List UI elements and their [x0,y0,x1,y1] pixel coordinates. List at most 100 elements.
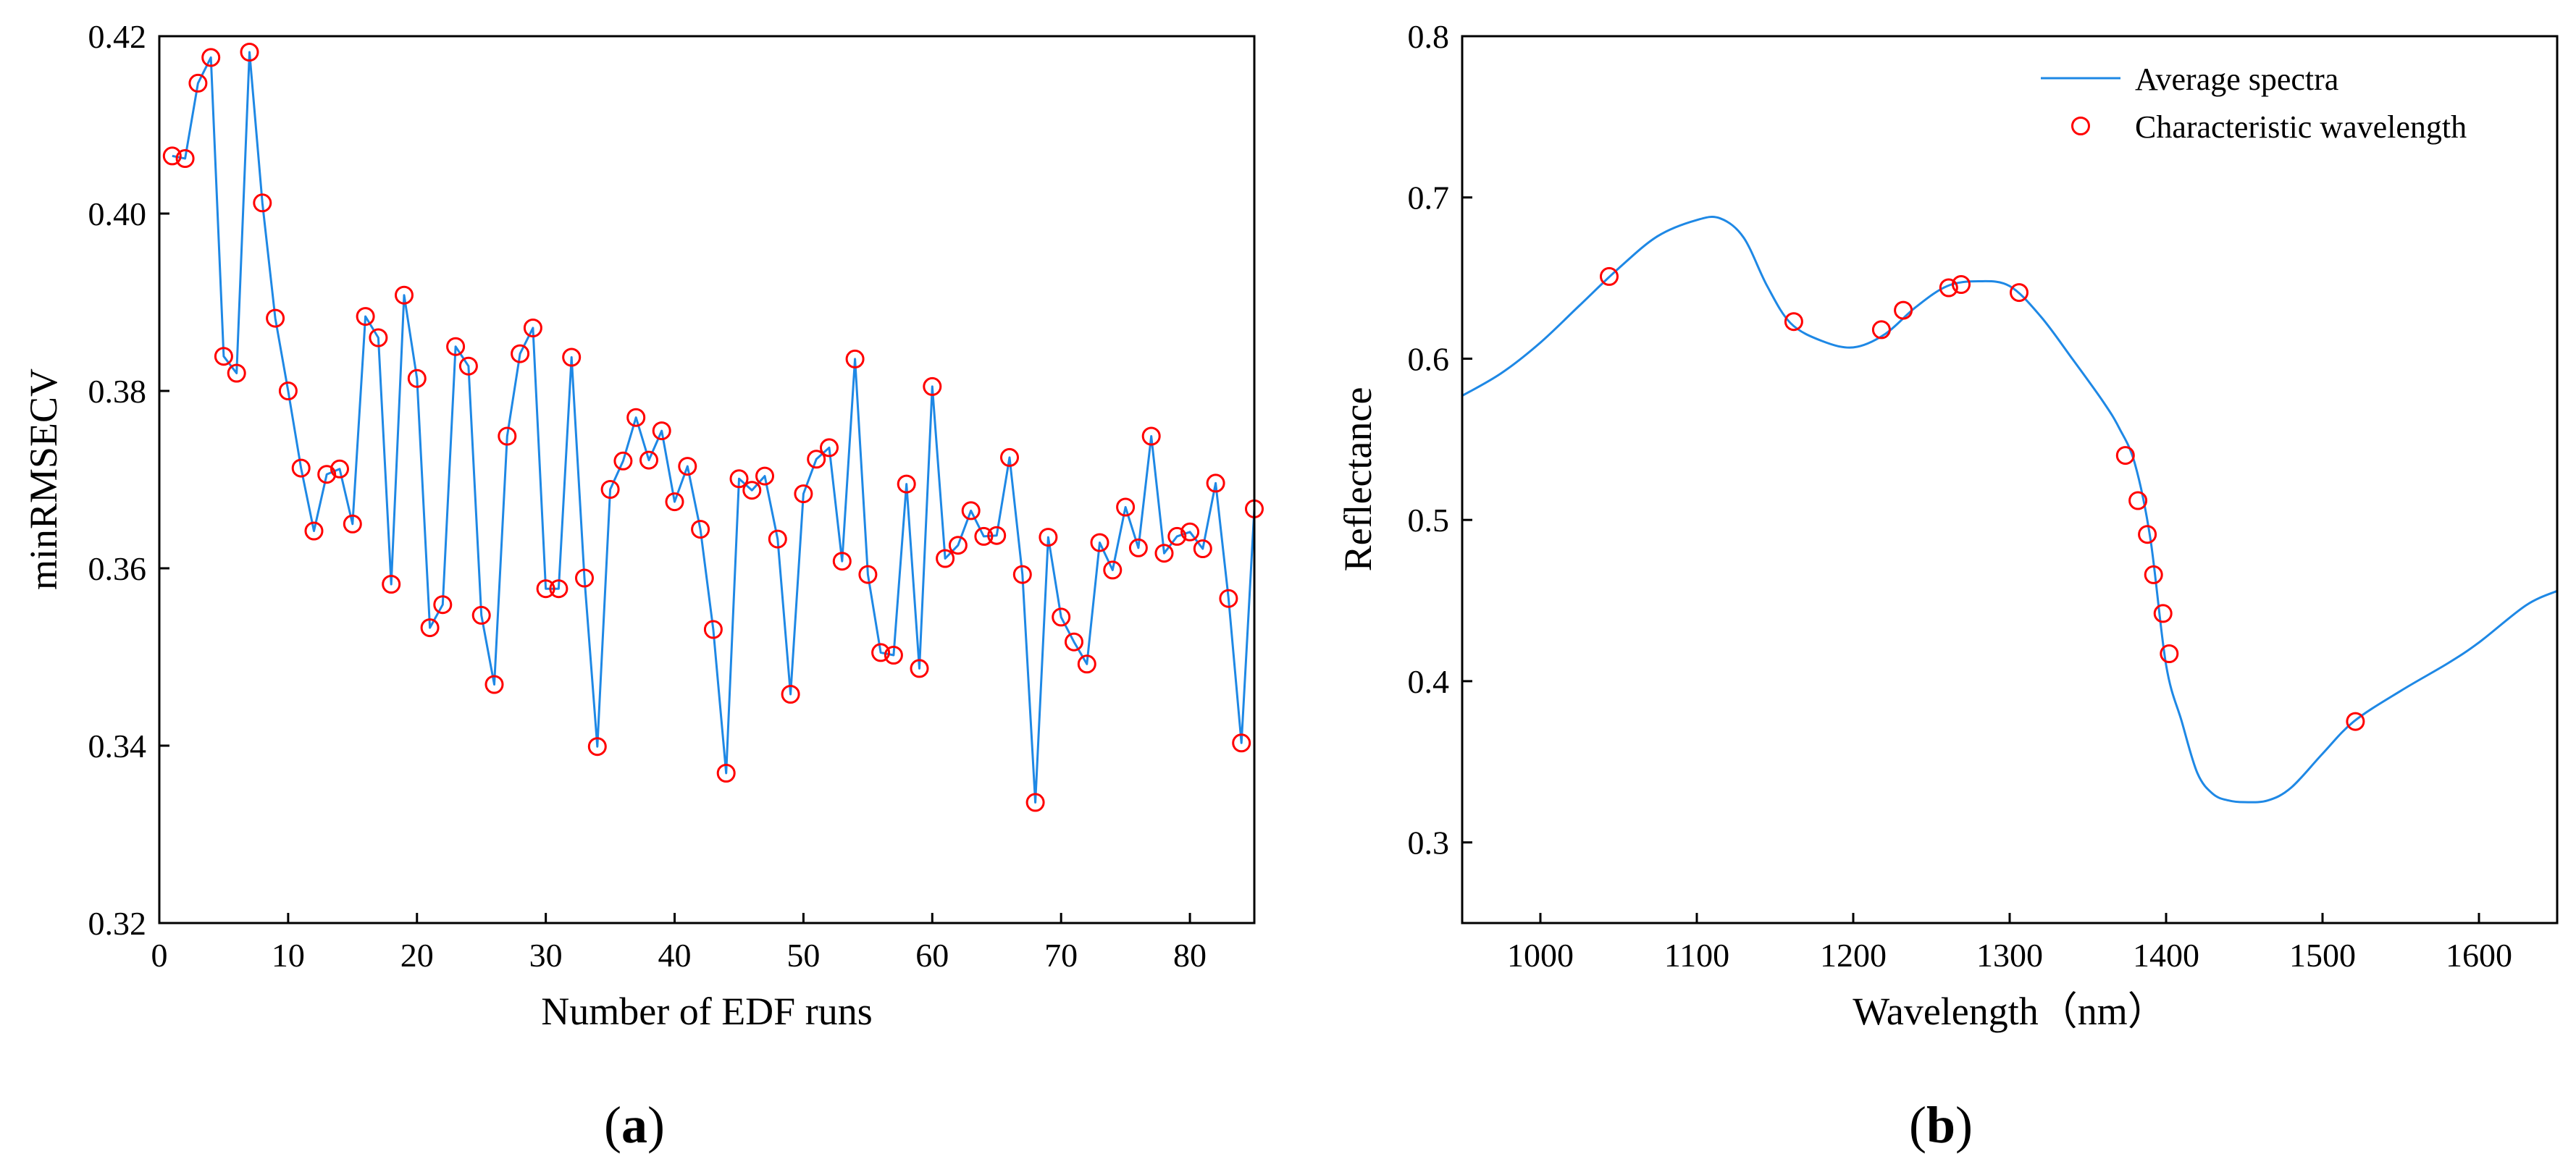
panel-a-y-tick-label: 0.36 [88,550,147,587]
panel-a-data-point [369,328,388,347]
panel-b-characteristic-wavelength-point [1939,278,1958,298]
panel-a-data-point [317,465,337,484]
panel-a-data-point [1154,544,1174,563]
panel-b-characteristic-wavelength-point [2010,283,2029,303]
panel-a-data-point [433,595,453,615]
panel-a-data-point [807,450,826,469]
panel-a-x-tick-label: 10 [272,937,305,974]
panel-a-x-tick-label: 60 [915,937,949,974]
panel-b-x-tick-label: 1200 [1820,937,1887,974]
panel-b-letter: b [1926,1096,1955,1154]
panel-a-data-point [240,43,259,62]
panel-a-data-point [356,307,375,326]
panel-a-data-point [253,193,272,213]
panel-a-data-point [1193,539,1212,558]
panel-a-data-point [511,344,530,363]
panel-b-legend: Average spectra Characteristic wavelengt… [2041,62,2467,145]
panel-a-data-point [458,356,478,376]
panel-a-data-point [291,458,311,478]
panel-a-data-point [781,685,800,704]
panel-b-chart: 1000 1100 1200 1300 1400 1500 1600 0.3 0.4 0.5 0.6… [1336,18,2559,1154]
panel-a-data-point [1039,528,1058,547]
panel-b-y-tick-label: 0.3 [1408,825,1450,861]
panel-a-x-tick-label: 20 [400,937,434,974]
panel-a-data-point [1065,632,1083,652]
panel-a-data-point [395,285,414,305]
panel-a-data-point [703,620,723,639]
panel-a-y-tick-label: 0.42 [88,18,147,55]
panel-b-y-tick-label: 0.7 [1408,180,1450,216]
panel-a-data-point [587,737,607,757]
panel-a-data-point [1116,497,1136,517]
panel-a-data-point [1167,526,1187,546]
panel-b-y-tick-label: 0.4 [1408,663,1450,700]
panel-b-x-tick-label: 1300 [1976,937,2043,974]
legend-label-average-spectra: Average spectra [2135,62,2338,97]
panel-a-data-point [884,646,903,665]
panel-a-data-point [716,764,736,783]
panel-b-x-axis-label: Wavelength（nm） [1853,990,2167,1033]
panel-a-data-point [665,492,684,512]
panel-a-data-point [1219,589,1238,608]
panel-a-series-line [172,51,1256,804]
panel-b-label: (b) [1909,1096,1973,1154]
panel-a-chart: 0 10 20 30 40 50 60 70 80 0.32 0.34 0.36 0.38 0.40 0.4… [22,18,1264,1154]
panel-a-data-point [910,659,929,678]
panel-a-data-layer [162,43,1264,812]
panel-a-data-point [691,520,710,539]
panel-a-data-point [1206,473,1225,493]
panel-b-x-tick-label: 1100 [1664,937,1729,974]
panel-b-characteristic-wavelength-point [1600,266,1619,286]
panel-a-x-tick-label: 0 [151,937,168,974]
panel-b-characteristic-wavelength-point [1894,300,1913,320]
panel-a-data-point [343,514,362,534]
panel-a-data-point [382,575,401,594]
panel-b-characteristic-wavelength-point [2144,565,2163,584]
panel-a-data-point [278,382,298,400]
panel-a-data-point [897,474,916,494]
panel-a-data-point [407,368,427,388]
panel-a-data-point [1232,733,1251,753]
panel-a-data-point [729,469,749,489]
panel-b-characteristic-wavelength-point [1784,312,1803,332]
panel-a-data-point [575,568,594,588]
panel-a-data-point [330,459,349,479]
panel-b-characteristic-wavelength-point [1871,320,1891,340]
panel-b-characteristic-wavelength-point [2115,446,2135,465]
panel-a-x-tick-label: 80 [1173,937,1207,974]
panel-b-axes-ticks: 1000 1100 1200 1300 1400 1500 1600 0.3 0.4 0.5 0.6… [1408,18,2513,974]
panel-a-label: (a) [604,1096,665,1154]
panel-a-data-point [214,347,233,366]
panel-a-data-point [820,438,839,458]
panel-a-data-point [1180,522,1200,542]
panel-b-y-tick-label: 0.6 [1408,340,1450,377]
panel-b-x-tick-label: 1400 [2133,937,2199,974]
panel-a-data-point [1128,538,1148,557]
panel-a-data-point [832,552,852,571]
panel-a-data-point [923,376,942,396]
panel-b-y-axis-label: Reflectance [1336,387,1380,572]
panel-a-data-point [639,450,658,470]
panel-a-data-point [626,408,646,427]
panel-a-data-point [678,457,697,476]
panel-a-data-point [188,73,208,93]
panel-b-characteristic-wavelength-point [2153,604,2173,623]
panel-a-data-point [201,48,221,67]
panel-a-data-point [936,549,955,568]
panel-a-letter: a [621,1096,647,1154]
panel-a-data-point [961,501,981,521]
panel-a-data-point [768,529,787,549]
panel-a-data-point [420,618,440,638]
panel-a-data-point [794,484,813,504]
panel-b-y-tick-label: 0.8 [1408,18,1450,55]
panel-a-x-tick-label: 50 [786,937,820,974]
panel-a-data-point [549,579,569,599]
panel-a-x-tick-label: 70 [1044,937,1078,974]
panel-a-y-tick-label: 0.38 [88,373,147,410]
panel-a-data-point [948,536,968,555]
legend-label-characteristic-wavelength: Characteristic wavelength [2135,109,2467,145]
panel-a-data-point [162,146,182,166]
panel-a-data-point [755,466,774,486]
panel-a-data-point [1000,447,1019,467]
